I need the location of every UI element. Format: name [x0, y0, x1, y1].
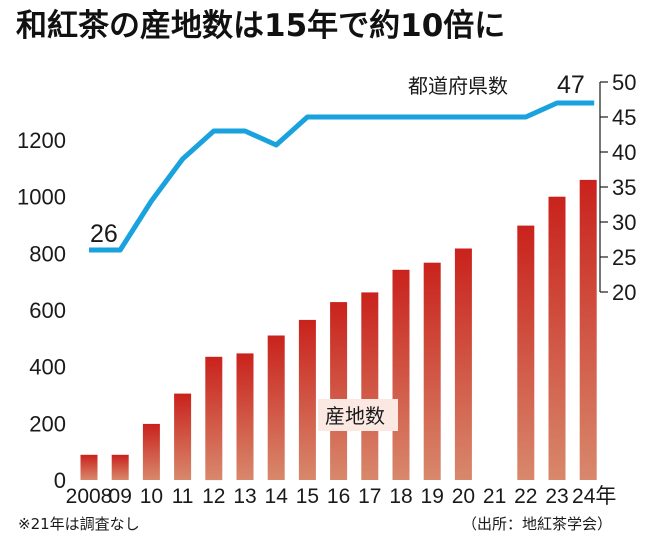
left-tick-label: 1000 [17, 185, 66, 210]
x-tick-label: 19 [421, 485, 444, 508]
left-tick-label: 400 [29, 355, 66, 380]
bar-19 [423, 262, 441, 480]
x-tick-label: 16 [327, 485, 350, 508]
right-tick-label: 20 [612, 280, 636, 305]
footnote-left: ※21年は調査なし [18, 515, 140, 533]
bar-23 [548, 196, 566, 480]
bar-15 [298, 319, 316, 480]
right-tick-label: 25 [612, 245, 636, 270]
bar-09 [111, 454, 129, 480]
x-tick-label: 18 [389, 485, 412, 508]
bar-series-label: 産地数 [325, 404, 385, 428]
x-tick-label: 24年 [572, 485, 616, 508]
right-axis-ticks: 20 25 30 35 40 45 50 [600, 70, 636, 305]
x-tick-label: 10 [140, 485, 163, 508]
x-tick-label: 17 [358, 485, 381, 508]
x-tick-label: 21 [483, 485, 506, 508]
bar-24 [579, 179, 597, 480]
right-tick-label: 45 [612, 105, 636, 130]
x-tick-label: 13 [233, 485, 256, 508]
right-tick-label: 35 [612, 175, 636, 200]
bar-13 [236, 353, 254, 480]
left-tick-label: 600 [29, 298, 66, 323]
bar-18 [392, 269, 410, 480]
right-tick-label: 40 [612, 140, 636, 165]
x-tick-label: 23 [545, 485, 568, 508]
x-tick-label: 15 [296, 485, 319, 508]
bar-series-label-box [318, 399, 398, 431]
line-end-label: 47 [557, 71, 585, 99]
x-tick-label: 2008 [66, 485, 113, 508]
left-tick-label: 0 [54, 468, 66, 493]
left-axis-ticks: 0 200 400 600 800 1000 1200 [17, 128, 66, 493]
chart-title: 和紅茶の産地数は15年で約10倍に [16, 8, 505, 44]
left-tick-label: 800 [29, 241, 66, 266]
x-tick-label: 22 [514, 485, 537, 508]
bar-17 [361, 292, 379, 480]
x-tick-label: 20 [452, 485, 475, 508]
x-tick-label: 12 [202, 485, 225, 508]
bar-14 [267, 335, 285, 480]
bar-22 [517, 225, 535, 480]
bar-12 [205, 356, 223, 481]
footnote-source: （出所：地紅茶学会） [462, 515, 612, 533]
bar-16 [330, 302, 348, 480]
bar-20 [454, 248, 472, 480]
x-tick-label: 11 [172, 485, 194, 508]
line-start-label: 26 [90, 220, 118, 248]
bar-10 [142, 423, 160, 480]
x-tick-label: 14 [265, 485, 289, 508]
bar-2008 [80, 454, 98, 480]
right-tick-label: 30 [612, 210, 636, 235]
bar-series [80, 179, 597, 481]
bar-11 [174, 393, 192, 480]
left-tick-label: 1200 [17, 128, 66, 153]
right-tick-label: 50 [612, 70, 636, 95]
x-tick-label: 09 [109, 485, 132, 508]
left-tick-label: 200 [29, 411, 66, 436]
line-series-label: 都道府県数 [408, 74, 508, 98]
